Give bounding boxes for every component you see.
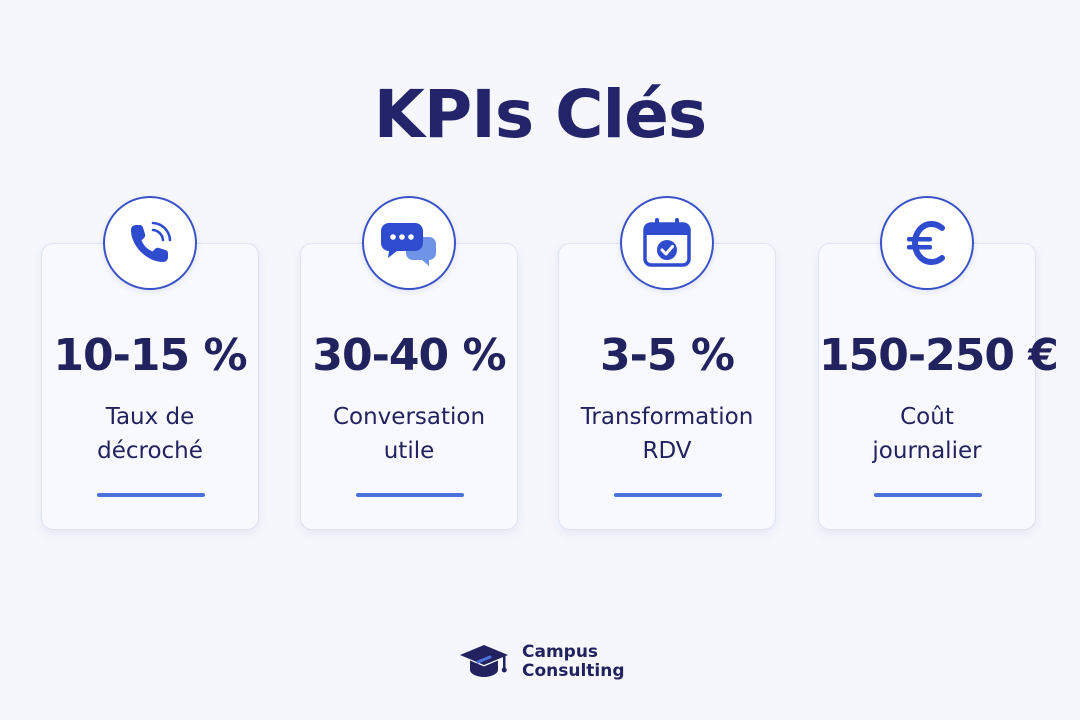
chat-bubbles-icon xyxy=(381,223,436,266)
brand-line-2: Consulting xyxy=(522,661,625,681)
calendar-icon-badge xyxy=(620,196,714,290)
euro-icon-badge xyxy=(880,196,974,290)
kpi-label: Conversation utile xyxy=(332,404,486,464)
phone-icon-badge xyxy=(103,196,197,290)
chat-icon-badge xyxy=(362,196,456,290)
kpi-label: Taux de décroché xyxy=(97,404,203,464)
calendar-check-icon xyxy=(643,218,691,267)
brand-name: Campus Consulting xyxy=(522,643,625,681)
kpi-label: Coût journalier xyxy=(872,404,982,464)
kpi-underline xyxy=(614,493,722,497)
kpi-underline xyxy=(356,493,464,497)
kpi-card-useful-conversation: 30-40 % Conversation utile xyxy=(300,243,518,530)
kpi-label: Transformation RDV xyxy=(580,404,754,464)
kpi-value: 150-250 € xyxy=(819,330,1059,381)
phone-icon xyxy=(131,221,172,262)
kpi-value: 30-40 % xyxy=(312,330,506,381)
brand-logo: Campus Consulting xyxy=(458,640,625,684)
kpi-card-daily-cost: 150-250 € Coût journalier xyxy=(818,243,1059,530)
kpi-underline xyxy=(874,493,982,497)
kpi-card-appointment-conversion: 3-5 % Transformation RDV xyxy=(558,243,776,530)
kpi-value: 3-5 % xyxy=(600,330,735,381)
euro-icon xyxy=(907,220,945,266)
kpi-card-call-pickup: 10-15 % Taux de décroché xyxy=(41,243,259,530)
kpi-value: 10-15 % xyxy=(53,330,247,381)
graduation-cap-icon xyxy=(460,645,508,677)
kpi-underline xyxy=(97,493,205,497)
page-title: KPIs Clés xyxy=(373,76,707,153)
brand-line-1: Campus xyxy=(522,642,599,662)
